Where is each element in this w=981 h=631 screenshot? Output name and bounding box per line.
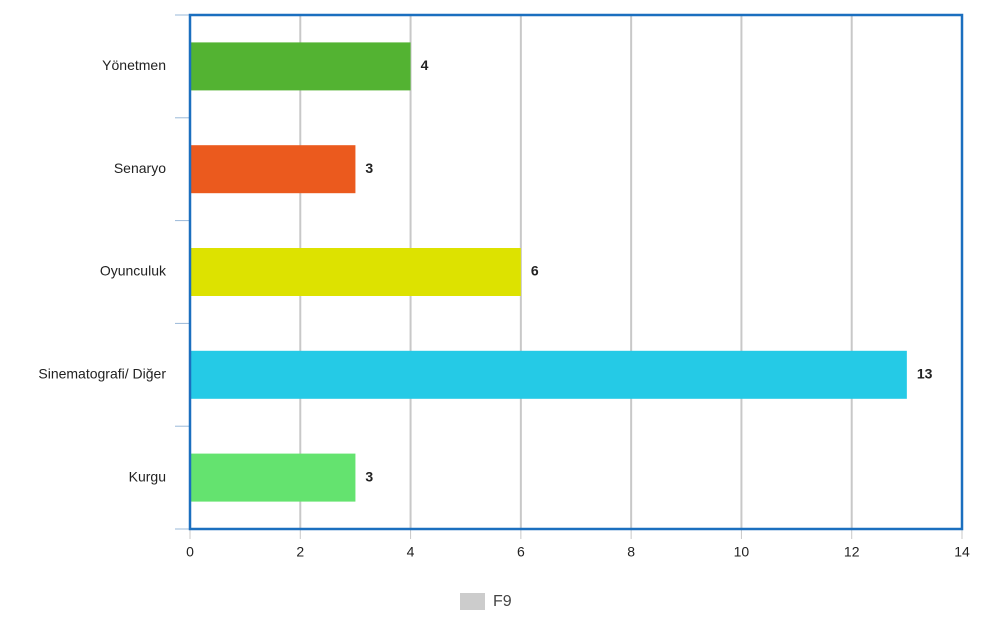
y-tick-label: Sinematografi/ Diğer	[38, 366, 166, 382]
value-label: 3	[365, 160, 373, 176]
y-tick-label: Kurgu	[129, 468, 166, 484]
y-tick-label: Oyunculuk	[100, 263, 167, 279]
x-tick-label: 8	[627, 544, 635, 560]
plot-border	[188, 13, 964, 531]
x-tick-label: 0	[186, 544, 194, 560]
y-tick-label: Yönetmen	[102, 57, 166, 73]
y-tick-label: Senaryo	[114, 160, 166, 176]
value-label: 13	[917, 366, 933, 382]
x-tick-label: 14	[954, 544, 970, 560]
bar	[190, 145, 356, 194]
legend-label: F9	[493, 593, 512, 610]
x-tick-label: 10	[734, 544, 750, 560]
x-tick-label: 4	[407, 544, 415, 560]
value-label: 4	[421, 57, 429, 73]
bar	[190, 42, 411, 91]
x-tick-label: 2	[296, 544, 304, 560]
value-label: 3	[365, 468, 373, 484]
value-label: 6	[531, 263, 539, 279]
x-tick-label: 12	[844, 544, 860, 560]
x-tick-label: 6	[517, 544, 525, 560]
bar	[190, 350, 907, 399]
bar	[190, 453, 356, 502]
bar	[190, 248, 521, 296]
legend-swatch	[460, 593, 485, 610]
